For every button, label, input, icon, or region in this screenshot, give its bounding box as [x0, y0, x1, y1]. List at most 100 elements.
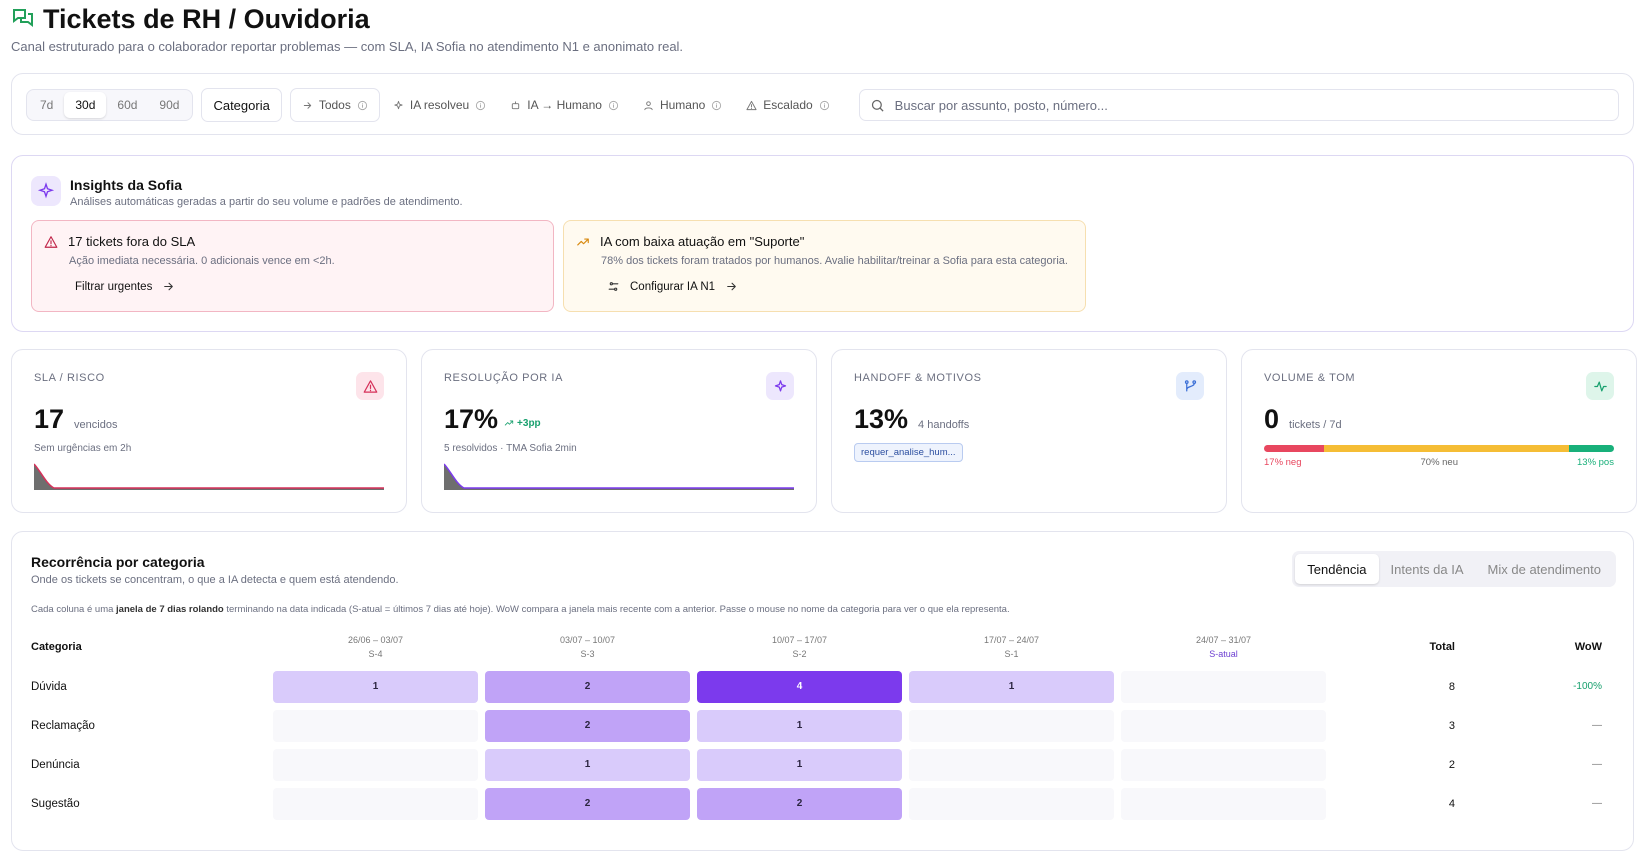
week-header: 03/07 – 10/07 S-3 — [485, 633, 690, 661]
tone-segment — [1568, 445, 1614, 452]
icon — [475, 100, 486, 111]
header-icon — [13, 9, 33, 27]
kpi-icon — [356, 372, 384, 400]
page-subtitle: Canal estruturado para o colaborador rep… — [11, 39, 684, 54]
icon — [393, 100, 404, 111]
period-tab[interactable]: 60d — [117, 98, 138, 112]
column-header: WoW — [1574, 641, 1602, 653]
kpi-value: 13% — [854, 404, 909, 434]
category-name[interactable]: Dúvida — [31, 680, 67, 693]
row-wow: — — [1592, 798, 1602, 809]
kpi-unit: vencidos — [74, 419, 118, 431]
insights-icon — [31, 176, 61, 206]
category-name[interactable]: Reclamação — [31, 719, 95, 732]
category-select[interactable]: Categoria — [201, 88, 282, 122]
icon — [643, 100, 654, 111]
kpi-value: 0 — [1264, 404, 1280, 434]
week-range: 24/07 – 31/07 — [1195, 635, 1252, 645]
period-tab[interactable]: 7d — [40, 98, 54, 112]
insight-heading: 17 tickets fora do SLA — [44, 234, 541, 249]
kpi-icon — [1176, 372, 1204, 400]
icon — [725, 280, 738, 293]
week-range: 10/07 – 17/07 — [771, 635, 828, 645]
insight-heading: IA com baixa atuação em "Suporte" — [576, 234, 1073, 249]
row-total: 3 — [1448, 719, 1455, 732]
heat-cell: 2 — [485, 670, 690, 703]
mode-filter[interactable]: IA → Humano — [499, 89, 630, 121]
period-tabs: 7d 30d 60d 90d — [26, 89, 194, 121]
search-icon — [871, 99, 884, 112]
note-text: terminando na data indicada (S-atual = ú… — [223, 604, 1010, 615]
week-range: 03/07 – 10/07 — [559, 635, 616, 645]
view-tab[interactable]: Mix de atendimento — [1487, 561, 1601, 577]
period-tab[interactable]: 30d — [64, 92, 107, 118]
heat-cell: 1 — [697, 748, 902, 781]
insights-subtitle: Análises automáticas geradas a partir do… — [70, 196, 463, 208]
icon — [576, 235, 590, 249]
column-header: Total — [1429, 641, 1455, 653]
cell-value: 1 — [372, 681, 379, 692]
page-title: Tickets de RH / Ouvidoria — [43, 4, 370, 34]
recurrence-panel: Recorrência por categoria Onde os ticket… — [11, 531, 1634, 851]
kpi-label: VOLUME & TOM — [1264, 372, 1356, 384]
icon — [711, 100, 722, 111]
heat-cell: 4 — [697, 670, 902, 703]
icon — [607, 280, 620, 293]
view-tab[interactable]: Tendência — [1295, 554, 1379, 584]
period-tab[interactable]: 90d — [159, 98, 180, 112]
mode-label: Humano — [659, 98, 706, 112]
view-tab[interactable]: Intents da IA — [1390, 561, 1464, 577]
note-bold: janela de 7 dias rolando — [116, 604, 224, 615]
table-row: Denúncia 1 1 2 — — [24, 745, 1614, 784]
view-tabs: Tendência Intents da IA Mix de atendimento — [1292, 551, 1616, 587]
mode-filter[interactable]: Escalado — [735, 89, 840, 121]
filter-bar: 7d 30d 60d 90d Categoria Todos IA resolveu IA… — [11, 73, 1634, 135]
week-header: 26/06 – 03/07 S-4 — [273, 633, 478, 661]
week-label: S-3 — [580, 649, 595, 659]
insight-action-label: Filtrar urgentes — [75, 280, 153, 293]
column-header: Categoria — [31, 641, 82, 653]
heat-cell: 1 — [273, 670, 478, 703]
table-row: Dúvida 1 2 4 1 8 -100% — [24, 667, 1614, 706]
mode-filter[interactable]: IA resolveu — [382, 89, 497, 121]
insight-action[interactable]: Filtrar urgentes — [75, 280, 541, 293]
recurrence-table: Categoria 26/06 – 03/07 S-4 03/07 – 10/07 S-… — [24, 627, 1614, 823]
kpi-delta: +3pp — [504, 418, 541, 429]
recurrence-subtitle: Onde os tickets se concentram, o que a I… — [31, 574, 399, 586]
kpi-delta-text: +3pp — [517, 417, 541, 429]
icon — [773, 379, 788, 394]
mode-label: Todos — [318, 98, 351, 112]
mode-filter[interactable]: Humano — [632, 89, 733, 121]
sparkline — [443, 460, 794, 495]
heat-cell: 1 — [697, 709, 902, 742]
insights-panel: Insights da Sofia Análises automáticas g… — [11, 155, 1634, 332]
kpi-label: HANDOFF & MOTIVOS — [854, 372, 982, 384]
week-range: 17/07 – 24/07 — [983, 635, 1040, 645]
empty-cell — [909, 748, 1114, 781]
empty-cell — [273, 787, 478, 820]
insight-text: Ação imediata necessária. 0 adicionais v… — [69, 255, 335, 267]
kpi-value-row: 13% 4 handoffs — [854, 404, 1204, 435]
cell-value: 1 — [796, 759, 803, 770]
cell-value: 2 — [584, 798, 591, 809]
table-row: Sugestão 2 2 4 — — [24, 784, 1614, 823]
kpi-label: RESOLUÇÃO POR IA — [444, 372, 564, 384]
kpi-card: VOLUME & TOM 0 tickets / 7d 17% neg 70% neu 1… — [1241, 349, 1637, 513]
empty-cell — [909, 709, 1114, 742]
mode-filter[interactable]: Todos — [289, 88, 380, 122]
row-total: 2 — [1448, 758, 1455, 771]
cell-value: 1 — [796, 720, 803, 731]
kpi-card: SLA / RISCO 17 vencidos Sem urgências em 2h — [11, 349, 407, 513]
insight-action[interactable]: Configurar IA N1 — [607, 280, 1073, 293]
category-name[interactable]: Denúncia — [31, 758, 80, 771]
cell-value: 4 — [796, 681, 803, 692]
table-row: Reclamação 2 1 3 — — [24, 706, 1614, 745]
icon — [1593, 379, 1608, 394]
cell-value: 2 — [584, 720, 591, 731]
sparkline — [33, 460, 384, 495]
kpi-note: Sem urgências em 2h — [34, 443, 132, 454]
category-name[interactable]: Sugestão — [31, 797, 80, 810]
heat-cell: 1 — [909, 670, 1114, 703]
mode-label: Escalado — [763, 98, 813, 112]
search-box[interactable]: Buscar por assunto, posto, número... — [858, 89, 1619, 121]
